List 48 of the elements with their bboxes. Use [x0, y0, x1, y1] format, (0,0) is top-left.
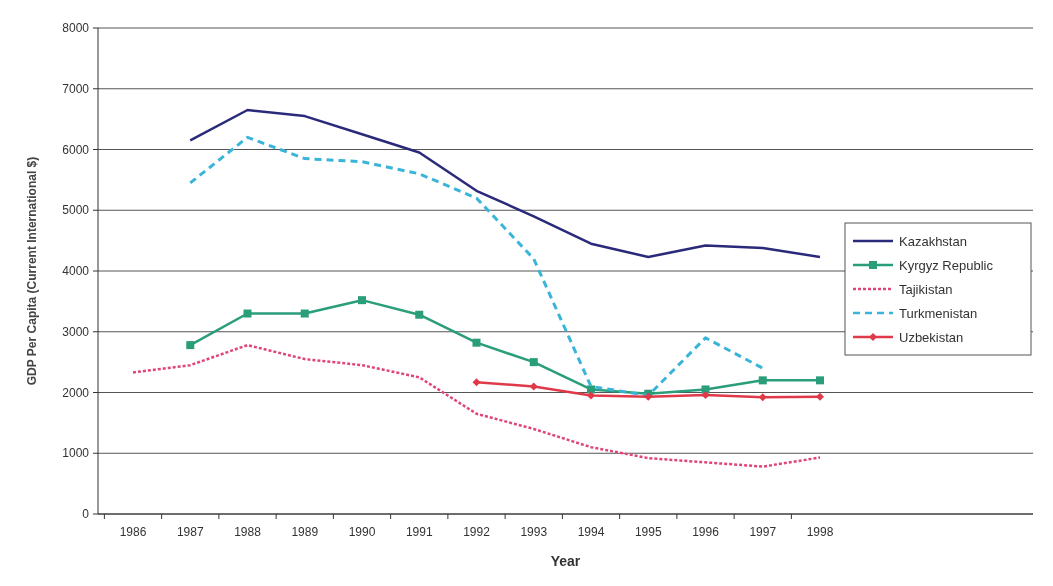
point: [758, 393, 767, 402]
x-tick-label: 1994: [577, 525, 605, 539]
y-tick-label: 8000: [62, 21, 90, 36]
y-tick-label: 2000: [62, 385, 90, 400]
point: [300, 309, 309, 318]
point: [816, 392, 824, 401]
x-tick-label: 1995: [634, 525, 662, 539]
x-tick-label: 1992: [463, 525, 491, 539]
x-tick-label: 1989: [291, 525, 319, 539]
y-tick-label: 3000: [62, 324, 90, 339]
legend-label: Turkmenistan: [899, 305, 978, 321]
point: [186, 341, 195, 350]
legend-label: Tajikistan: [899, 281, 953, 297]
point: [701, 390, 710, 399]
x-tick-label: 1996: [692, 525, 720, 539]
legend-label: Kazakhstan: [899, 233, 967, 249]
y-tick-label: 5000: [62, 203, 90, 218]
x-tick-label: 1988: [234, 525, 262, 539]
line-series: [131, 343, 822, 468]
point: [472, 378, 481, 387]
y-tick-label: 0: [82, 507, 90, 522]
y-axis-title: GDP Per Capita (Current International $): [25, 156, 39, 386]
x-tick-label: 1990: [348, 525, 376, 539]
point: [358, 296, 366, 305]
point: [472, 338, 481, 347]
legend-label: Kyrgyz Republic: [899, 257, 994, 273]
x-tick-label: 1986: [119, 525, 147, 539]
x-tick-label: 1993: [520, 525, 548, 539]
y-tick-label: 6000: [62, 142, 90, 157]
x-axis-title: Year: [550, 553, 581, 569]
point: [758, 376, 767, 385]
x-tick-label: 1987: [176, 525, 204, 539]
x-tick-label: 1991: [405, 525, 433, 539]
point: [701, 385, 710, 394]
y-tick-label: 4000: [62, 264, 90, 279]
x-tick-label: 1997: [749, 525, 777, 539]
point: [816, 376, 824, 385]
line-series: [189, 108, 822, 259]
point: [529, 382, 538, 391]
x-tick-label: 1998: [806, 525, 834, 539]
point: [243, 309, 252, 318]
y-tick-label: 1000: [62, 446, 90, 461]
point: [587, 391, 595, 400]
point: [529, 358, 538, 367]
y-tick-label: 7000: [62, 81, 90, 96]
legend-label: Uzbekistan: [899, 329, 964, 345]
point: [587, 385, 595, 394]
point: [415, 310, 424, 319]
